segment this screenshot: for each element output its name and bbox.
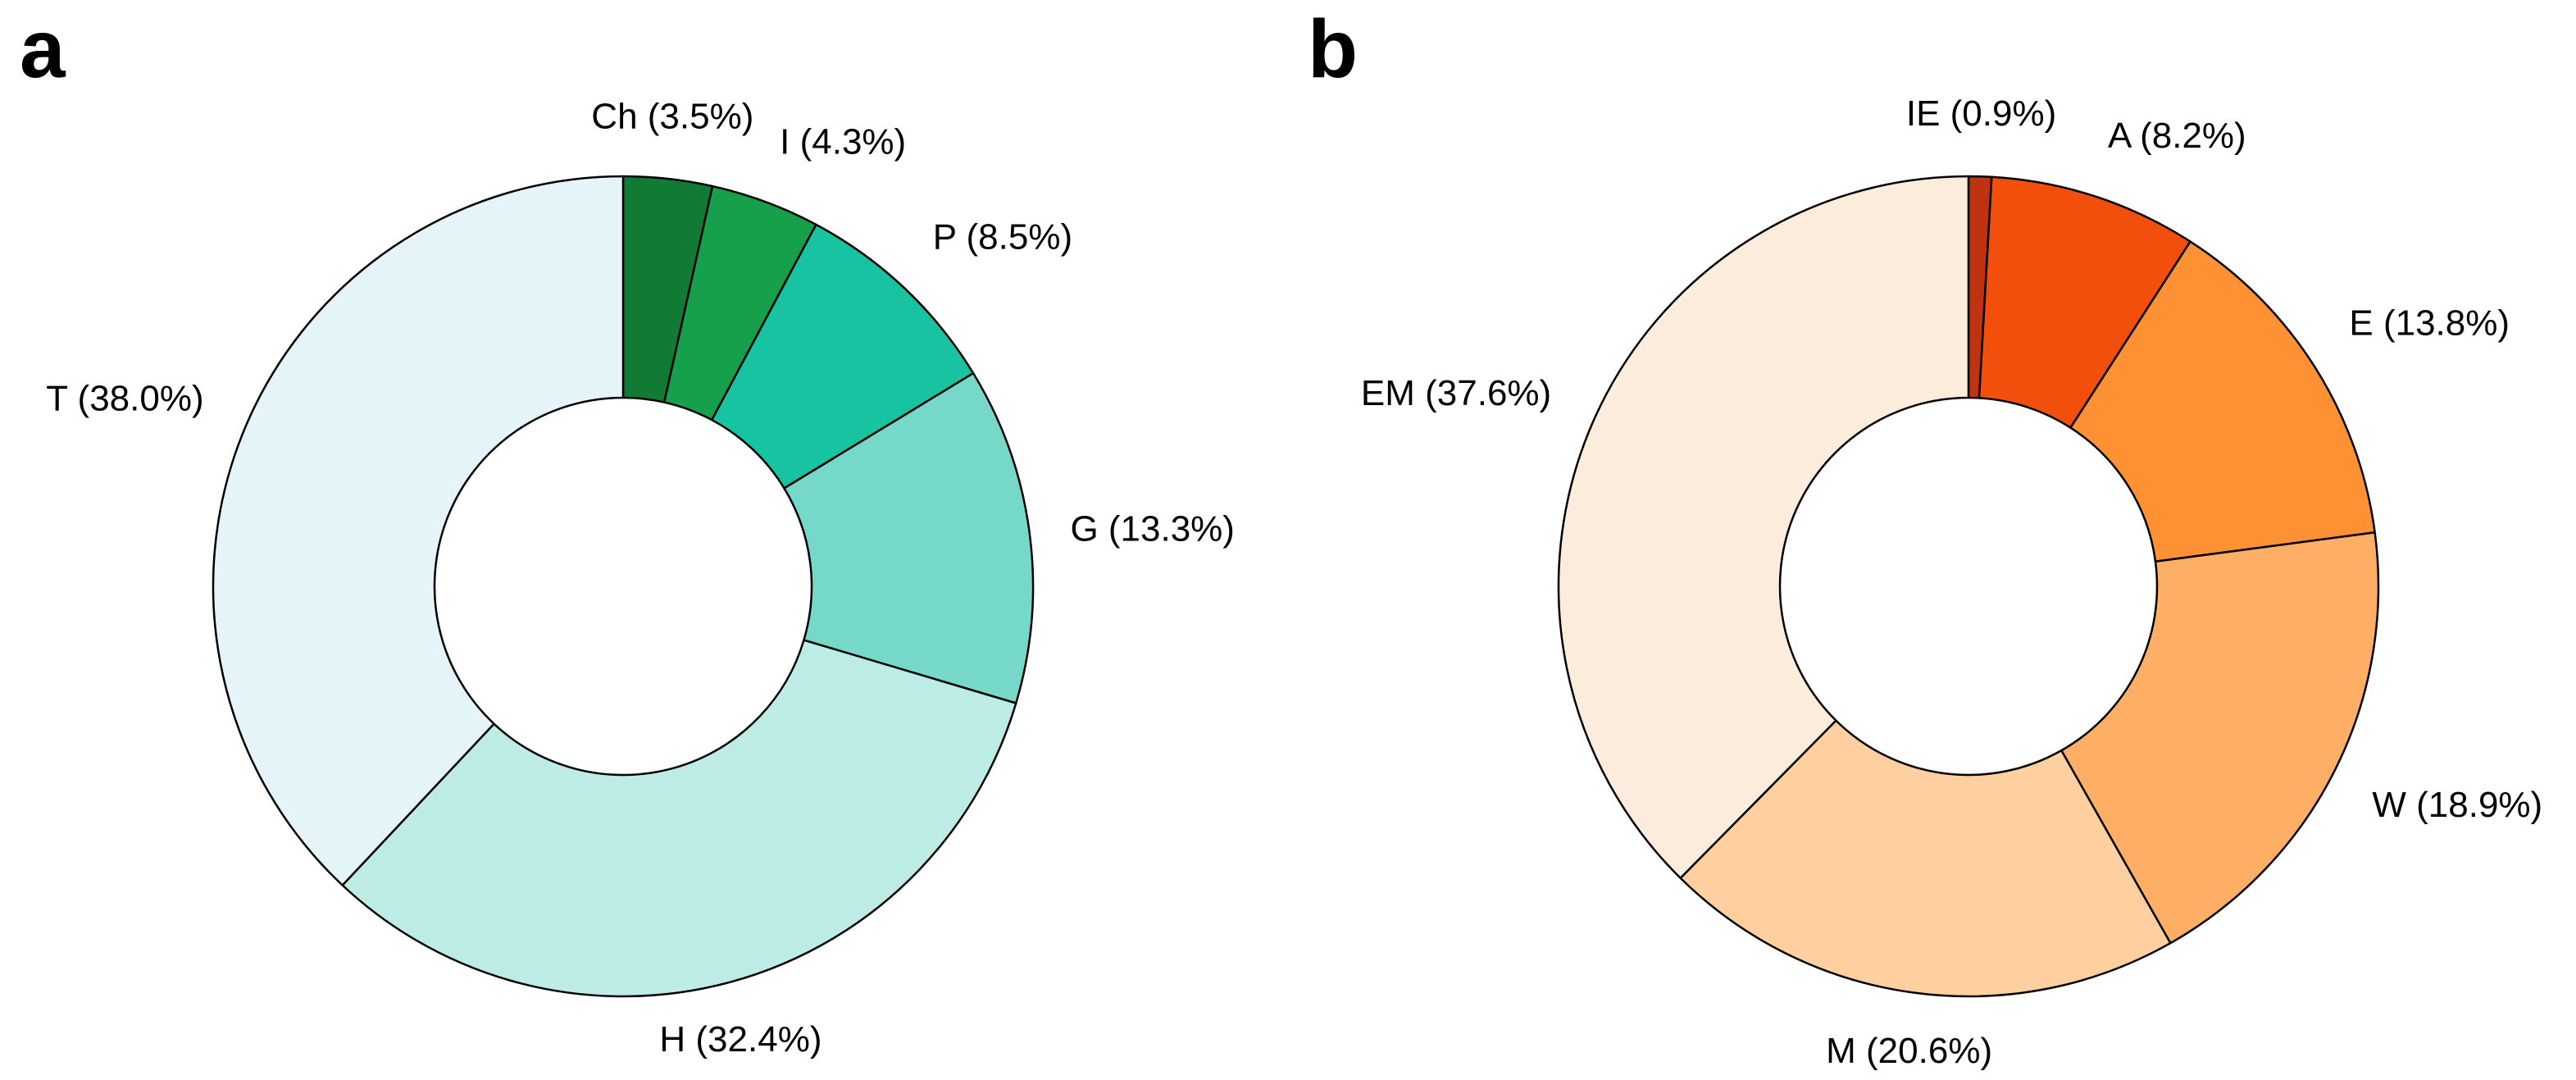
slice-label-g: G (13.3%) bbox=[1070, 508, 1235, 549]
panel-a: a Ch (3.5%) I (4.3%) P (8.5%) G (13.3%) H (3… bbox=[20, 3, 1235, 1059]
donut-chart-b: IE (0.9%) A (8.2%) E (13.8%) W (18.9%) M (20… bbox=[1361, 93, 2542, 1071]
slice-label-e: E (13.8%) bbox=[2349, 303, 2510, 343]
slice-t bbox=[212, 175, 625, 886]
slice-m bbox=[1679, 719, 2172, 998]
panel-b: b IE (0.9%) A (8.2%) E (13.8%) W (18.9%) M (… bbox=[1288, 0, 2576, 1080]
slice-label-ie: IE (0.9%) bbox=[1906, 93, 2056, 134]
slice-label-ch: Ch (3.5%) bbox=[591, 96, 753, 136]
slice-label-t: T (38.0%) bbox=[46, 379, 203, 419]
slice-label-a: A (8.2%) bbox=[2108, 116, 2246, 156]
slice-p bbox=[711, 223, 975, 490]
slice-label-w: W (18.9%) bbox=[2372, 785, 2542, 825]
slice-em bbox=[1557, 175, 1970, 880]
slice-e bbox=[2069, 240, 2376, 563]
slice-label-em: EM (37.6%) bbox=[1361, 373, 1551, 413]
slice-g bbox=[783, 371, 1035, 704]
slice-label-m: M (20.6%) bbox=[1826, 1031, 1992, 1071]
slice-label-i: I (4.3%) bbox=[780, 121, 906, 162]
slice-w bbox=[2060, 531, 2380, 945]
donut-chart-a: Ch (3.5%) I (4.3%) P (8.5%) G (13.3%) H (32.… bbox=[46, 96, 1235, 1059]
slice-h bbox=[341, 639, 1017, 998]
panel-b-letter: b bbox=[1308, 3, 1359, 95]
slice-label-p: P (8.5%) bbox=[933, 216, 1072, 257]
slice-label-h: H (32.4%) bbox=[659, 1019, 821, 1059]
panel-a-letter: a bbox=[20, 3, 66, 95]
